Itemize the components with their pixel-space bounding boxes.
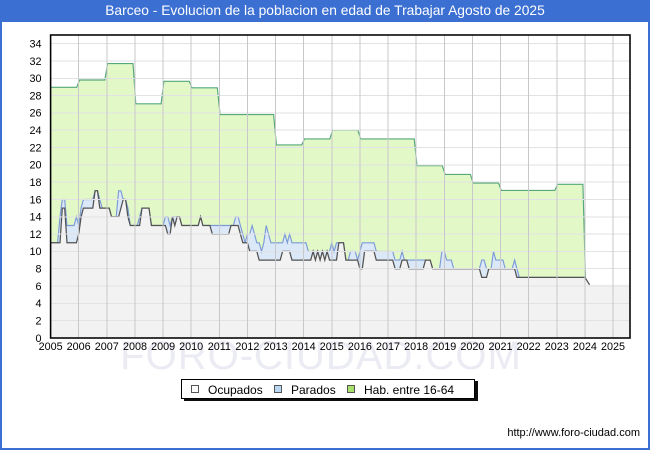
svg-text:2017: 2017 <box>376 341 400 353</box>
svg-text:2022: 2022 <box>517 341 541 353</box>
svg-text:32: 32 <box>29 56 41 68</box>
svg-text:0: 0 <box>35 333 41 345</box>
svg-text:2015: 2015 <box>320 341 344 353</box>
svg-text:2005: 2005 <box>39 341 63 353</box>
svg-text:26: 26 <box>29 108 41 120</box>
svg-text:2018: 2018 <box>404 341 428 353</box>
svg-text:18: 18 <box>29 177 41 189</box>
svg-text:2014: 2014 <box>292 341 316 353</box>
svg-text:28: 28 <box>29 90 41 102</box>
svg-text:2010: 2010 <box>179 341 203 353</box>
svg-text:2020: 2020 <box>460 341 484 353</box>
svg-text:2008: 2008 <box>123 341 147 353</box>
svg-text:2006: 2006 <box>67 341 91 353</box>
svg-text:2011: 2011 <box>208 341 231 353</box>
svg-text:2: 2 <box>35 316 41 328</box>
svg-text:6: 6 <box>35 281 41 293</box>
svg-text:2009: 2009 <box>151 341 175 353</box>
svg-text:16: 16 <box>29 194 41 206</box>
svg-text:20: 20 <box>29 160 41 172</box>
svg-text:12: 12 <box>29 229 41 241</box>
svg-text:34: 34 <box>29 39 41 51</box>
svg-text:22: 22 <box>29 142 41 154</box>
svg-text:2013: 2013 <box>264 341 288 353</box>
svg-text:24: 24 <box>29 125 41 137</box>
svg-text:2016: 2016 <box>348 341 372 353</box>
svg-text:8: 8 <box>35 264 41 276</box>
svg-text:2019: 2019 <box>432 341 456 353</box>
svg-text:14: 14 <box>29 212 41 224</box>
svg-text:2023: 2023 <box>545 341 569 353</box>
svg-text:10: 10 <box>29 246 41 258</box>
svg-text:2012: 2012 <box>235 341 259 353</box>
svg-text:2021: 2021 <box>488 341 512 353</box>
svg-text:2007: 2007 <box>95 341 119 353</box>
svg-text:4: 4 <box>35 298 41 310</box>
svg-text:30: 30 <box>29 73 41 85</box>
svg-text:2024: 2024 <box>573 341 597 353</box>
svg-text:2025: 2025 <box>601 341 625 353</box>
